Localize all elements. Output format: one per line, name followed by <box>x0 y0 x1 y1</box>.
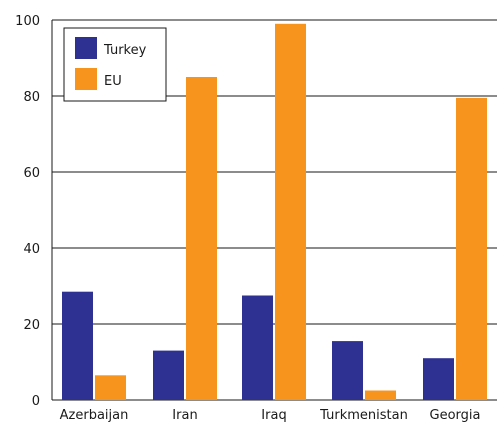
legend-label-turkey: Turkey <box>103 43 147 58</box>
legend-swatch-eu <box>75 68 97 90</box>
y-axis-tick-labels: 0 20 40 60 80 100 <box>15 14 40 409</box>
bar-eu-iraq <box>275 23 306 401</box>
legend: Turkey EU <box>63 27 167 102</box>
y-tick-label: 0 <box>32 394 40 409</box>
bar-eu-azerbaijan <box>95 375 126 400</box>
legend-swatch-turkey <box>75 37 97 59</box>
x-category-label: Iraq <box>261 408 286 423</box>
bar-eu-georgia <box>456 97 487 401</box>
x-category-label: Azerbaijan <box>60 408 129 423</box>
x-category-label: Iran <box>172 408 197 423</box>
legend-label-eu: EU <box>104 74 122 89</box>
bar-turkey-iraq <box>242 295 273 400</box>
bar-turkey-turkmenistan <box>332 341 363 400</box>
bar-eu-turkmenistan <box>365 390 396 400</box>
bar-turkey-georgia <box>423 358 454 400</box>
bar-turkey-azerbaijan <box>62 291 93 400</box>
y-tick-label: 20 <box>23 318 40 333</box>
bars <box>62 23 487 401</box>
y-tick-label: 80 <box>23 90 40 105</box>
x-category-label: Turkmenistan <box>319 408 408 423</box>
y-tick-label: 40 <box>23 242 40 257</box>
y-tick-label: 100 <box>15 14 40 29</box>
bar-eu-iran <box>186 77 217 400</box>
bar-turkey-iran <box>153 350 184 400</box>
x-axis-category-labels: Azerbaijan Iran Iraq Turkmenistan Georgia <box>60 408 481 423</box>
x-category-label: Georgia <box>430 408 481 423</box>
y-tick-label: 60 <box>23 166 40 181</box>
